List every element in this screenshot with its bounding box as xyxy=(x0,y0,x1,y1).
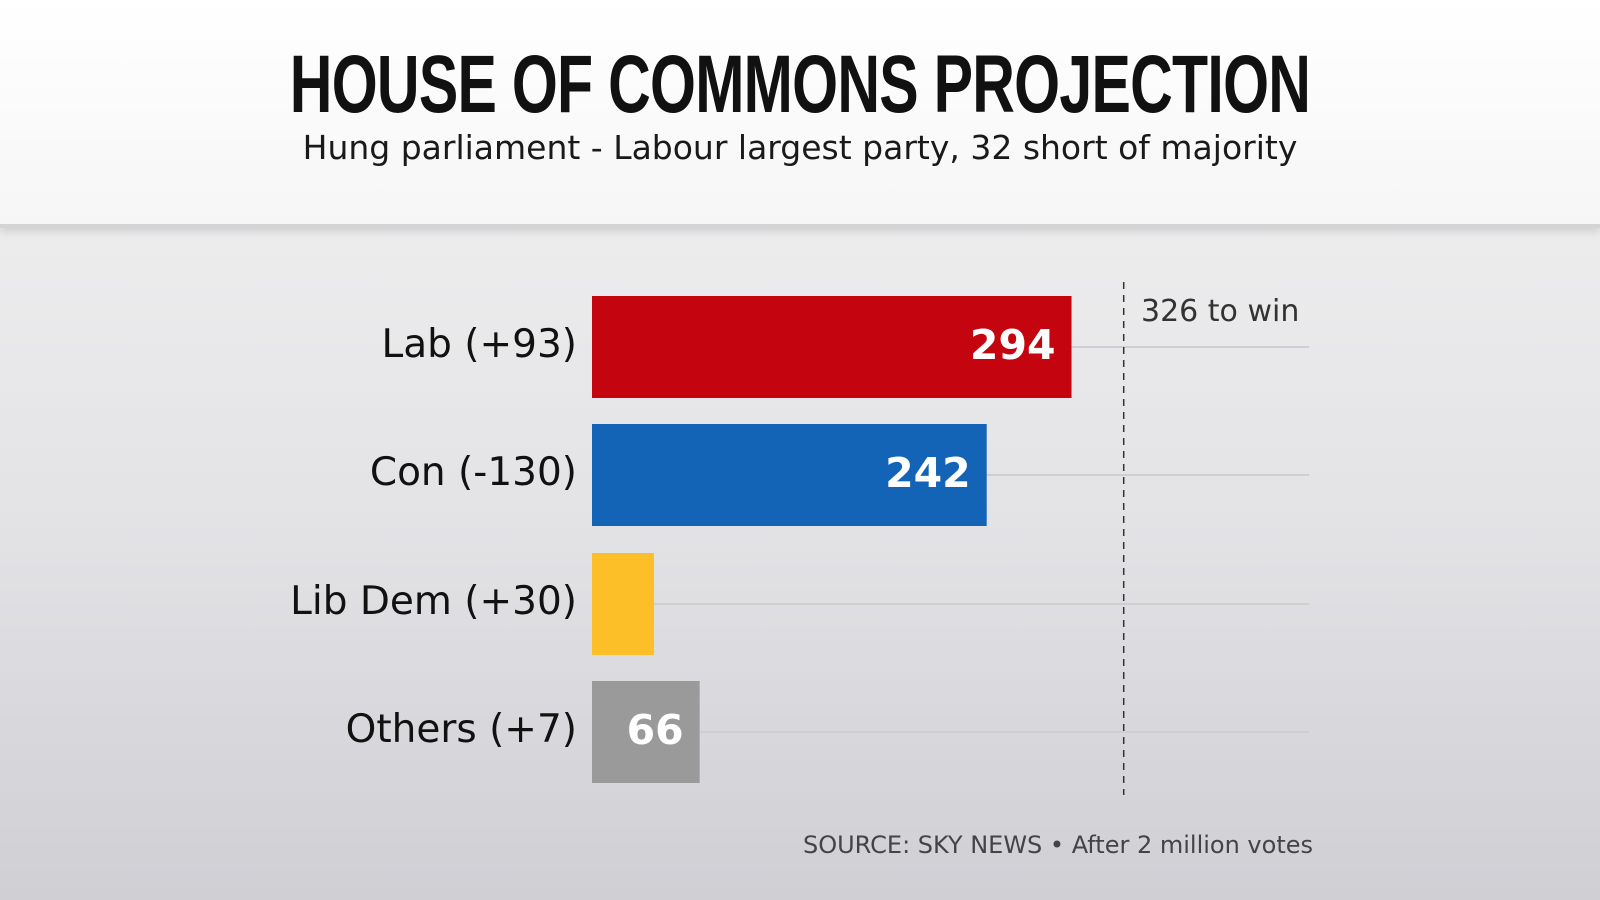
category-label: Lab (+93) xyxy=(381,322,577,367)
reference-line-label: 326 to win xyxy=(1141,294,1300,329)
bar xyxy=(592,296,1072,398)
chart-subtitle: Hung parliament - Labour largest party, … xyxy=(302,128,1298,167)
bar xyxy=(592,681,700,783)
category-label: Others (+7) xyxy=(345,707,577,752)
bar xyxy=(592,553,654,655)
source-note: SOURCE: SKY NEWS • After 2 million votes xyxy=(802,831,1313,859)
data-label: 242 xyxy=(885,449,971,497)
category-label: Lib Dem (+30) xyxy=(290,579,577,624)
bar xyxy=(592,424,987,526)
category-label: Con (-130) xyxy=(369,450,577,495)
chart-title: HOUSE OF COMMONS PROJECTION xyxy=(289,39,1311,130)
data-label: 66 xyxy=(626,706,684,754)
header-band: HOUSE OF COMMONS PROJECTION Hung parliam… xyxy=(0,0,1600,228)
data-label: 294 xyxy=(969,321,1056,369)
